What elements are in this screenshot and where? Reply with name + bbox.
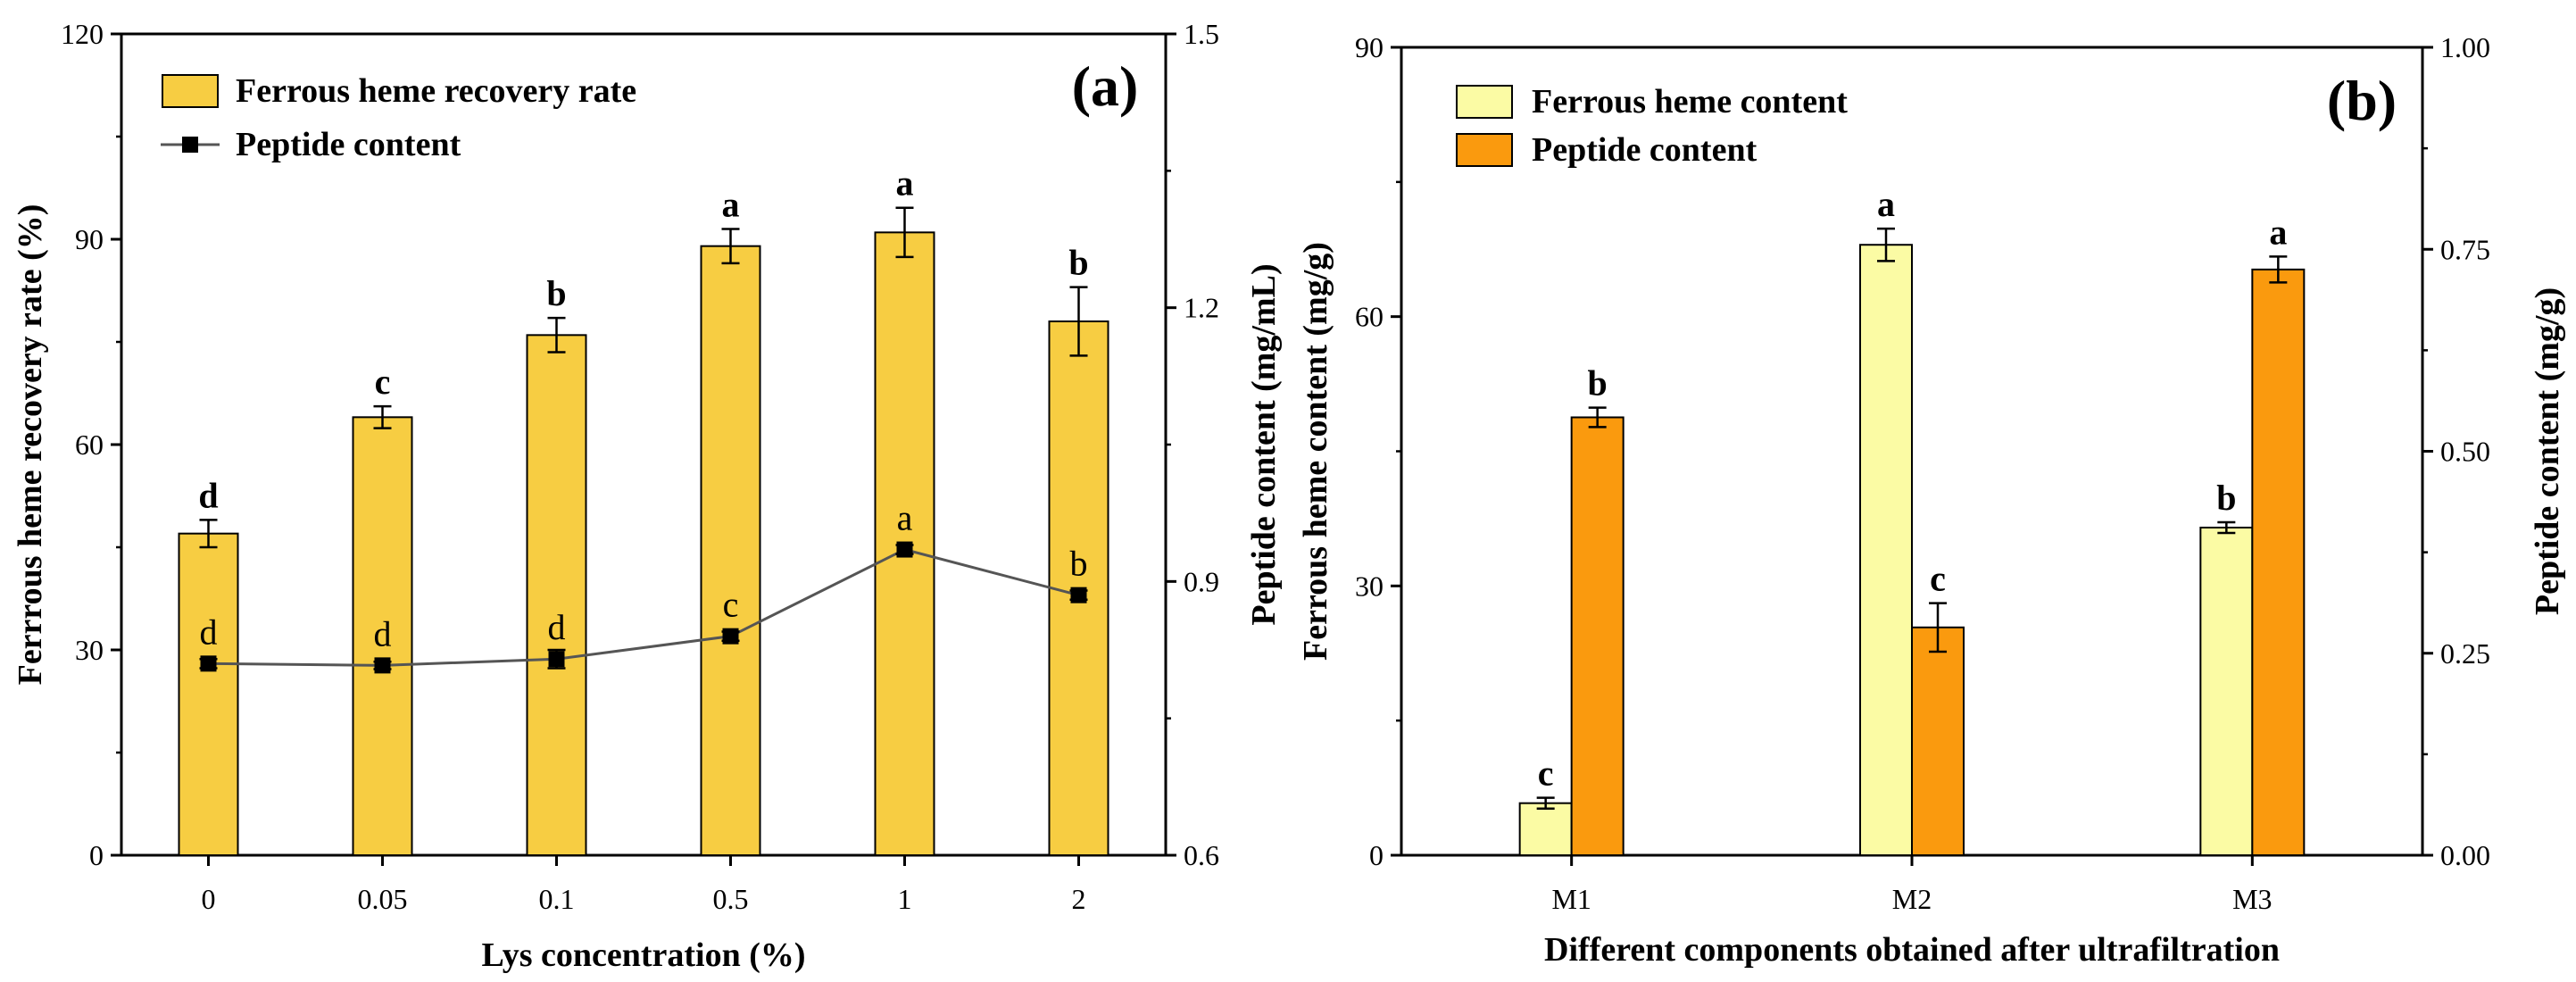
peptide-content-line bbox=[208, 547, 1079, 667]
significance-label-recovery: a bbox=[896, 163, 914, 204]
significance-label-peptide: b bbox=[1588, 363, 1608, 404]
y2-axis-title: Peptide content (mg/g) bbox=[2529, 287, 2566, 615]
peptide-content-point bbox=[374, 657, 391, 674]
x-tick-label: 2 bbox=[1072, 883, 1086, 915]
peptide-content-point bbox=[896, 541, 913, 558]
bar-recovery-rate bbox=[178, 532, 239, 857]
legend-label-peptide: Peptide content bbox=[1532, 131, 1757, 169]
y-tick-label: 60 bbox=[75, 429, 104, 461]
y-tick-label: 0 bbox=[89, 839, 104, 871]
significance-label-recovery: b bbox=[546, 273, 566, 313]
bar-recovery-rate bbox=[352, 416, 413, 856]
y2-tick-label: 1.2 bbox=[1184, 292, 1219, 324]
y-tick-label: 30 bbox=[75, 634, 104, 666]
legend-swatch-peptide bbox=[1456, 133, 1513, 167]
y2-tick-label: 0.75 bbox=[2440, 233, 2490, 265]
peptide-content-point bbox=[200, 655, 217, 672]
y2-tick-label: 1.00 bbox=[2440, 31, 2490, 63]
y-axis-title: Ferrrous heme recovery rate (%) bbox=[12, 204, 49, 686]
x-tick-label: 1 bbox=[898, 883, 912, 915]
significance-label-heme: c bbox=[1538, 753, 1554, 794]
y-tick-label: 90 bbox=[1355, 31, 1384, 63]
significance-label-peptide: d bbox=[374, 613, 392, 653]
significance-label-peptide: b bbox=[1070, 544, 1088, 584]
significance-label-recovery: d bbox=[198, 475, 218, 515]
bar-peptide-content bbox=[1570, 416, 1625, 856]
y-tick-label: 120 bbox=[61, 18, 104, 50]
panel-a-chart: 0 30 60 90 120 0.6 0.9 1.2 1.5 0 0.05 0.1 0.5 1 2 d c b a a… bbox=[12, 18, 1283, 974]
significance-label-peptide: c bbox=[1930, 559, 1946, 599]
bar-recovery-rate bbox=[700, 245, 761, 856]
significance-label-heme: b bbox=[2216, 478, 2236, 518]
legend-label-recovery-rate: Ferrous heme recovery rate bbox=[236, 72, 636, 110]
y2-tick-label: 0.00 bbox=[2440, 839, 2490, 871]
y2-tick-label: 0.50 bbox=[2440, 436, 2490, 468]
peptide-content-point bbox=[548, 651, 565, 668]
panel-label-a: (a) bbox=[1072, 54, 1139, 118]
significance-label-recovery: b bbox=[1068, 243, 1088, 283]
significance-label-peptide: a bbox=[2269, 212, 2287, 252]
x-tick-label: M1 bbox=[1551, 883, 1591, 915]
significance-label-peptide: c bbox=[723, 585, 739, 625]
x-tick-label: M2 bbox=[1892, 883, 1932, 915]
significance-label-recovery: c bbox=[375, 362, 391, 402]
y-tick-label: 30 bbox=[1355, 570, 1384, 602]
bar-ferrous-heme-content bbox=[2199, 526, 2254, 856]
legend-marker-peptide bbox=[182, 137, 198, 153]
x-tick-label: M3 bbox=[2232, 883, 2272, 915]
significance-label-peptide: d bbox=[548, 607, 566, 647]
panel-b-chart: 0 30 60 90 0.00 0.25 0.50 0.75 1.00 M1 M2 M3 c b a c b a F… bbox=[1297, 31, 2566, 969]
significance-label-peptide: a bbox=[897, 498, 913, 538]
panel-label-b: (b) bbox=[2327, 69, 2397, 132]
y2-axis-title: Peptide content (mg/mL) bbox=[1245, 263, 1283, 625]
legend-swatch-recovery-rate bbox=[162, 74, 219, 108]
y-tick-label: 60 bbox=[1355, 301, 1384, 333]
x-tick-label: 0.05 bbox=[358, 883, 408, 915]
significance-label-recovery: a bbox=[722, 185, 740, 225]
y2-tick-label: 0.9 bbox=[1184, 565, 1219, 597]
significance-label-peptide: d bbox=[200, 612, 218, 652]
y2-tick-label: 0.6 bbox=[1184, 839, 1219, 871]
x-tick-label: 0 bbox=[202, 883, 216, 915]
legend-label-heme: Ferrous heme content bbox=[1532, 83, 1848, 121]
legend-swatch-heme bbox=[1456, 85, 1513, 119]
y-tick-label: 0 bbox=[1369, 839, 1384, 871]
bar-recovery-rate bbox=[526, 334, 587, 857]
y2-tick-label: 0.25 bbox=[2440, 637, 2490, 670]
x-axis-title: Lys concentration (%) bbox=[481, 936, 805, 974]
bar-peptide-content bbox=[2251, 268, 2306, 856]
x-axis-title: Different components obtained after ultr… bbox=[1544, 931, 2280, 969]
peptide-content-point bbox=[1070, 587, 1087, 603]
bar-ferrous-heme-content bbox=[1859, 244, 1913, 856]
y2-tick-label: 1.5 bbox=[1184, 18, 1219, 50]
bar-ferrous-heme-content bbox=[1518, 802, 1573, 857]
y-tick-label: 90 bbox=[75, 223, 104, 255]
peptide-content-point bbox=[722, 628, 739, 645]
x-tick-label: 0.1 bbox=[539, 883, 575, 915]
legend-label-peptide: Peptide content bbox=[236, 126, 461, 163]
bar-peptide-content bbox=[1911, 626, 1965, 856]
x-tick-label: 0.5 bbox=[713, 883, 749, 915]
y-axis-title: Ferrous heme content (mg/g) bbox=[1297, 242, 1334, 661]
significance-label-heme: a bbox=[1877, 184, 1895, 224]
